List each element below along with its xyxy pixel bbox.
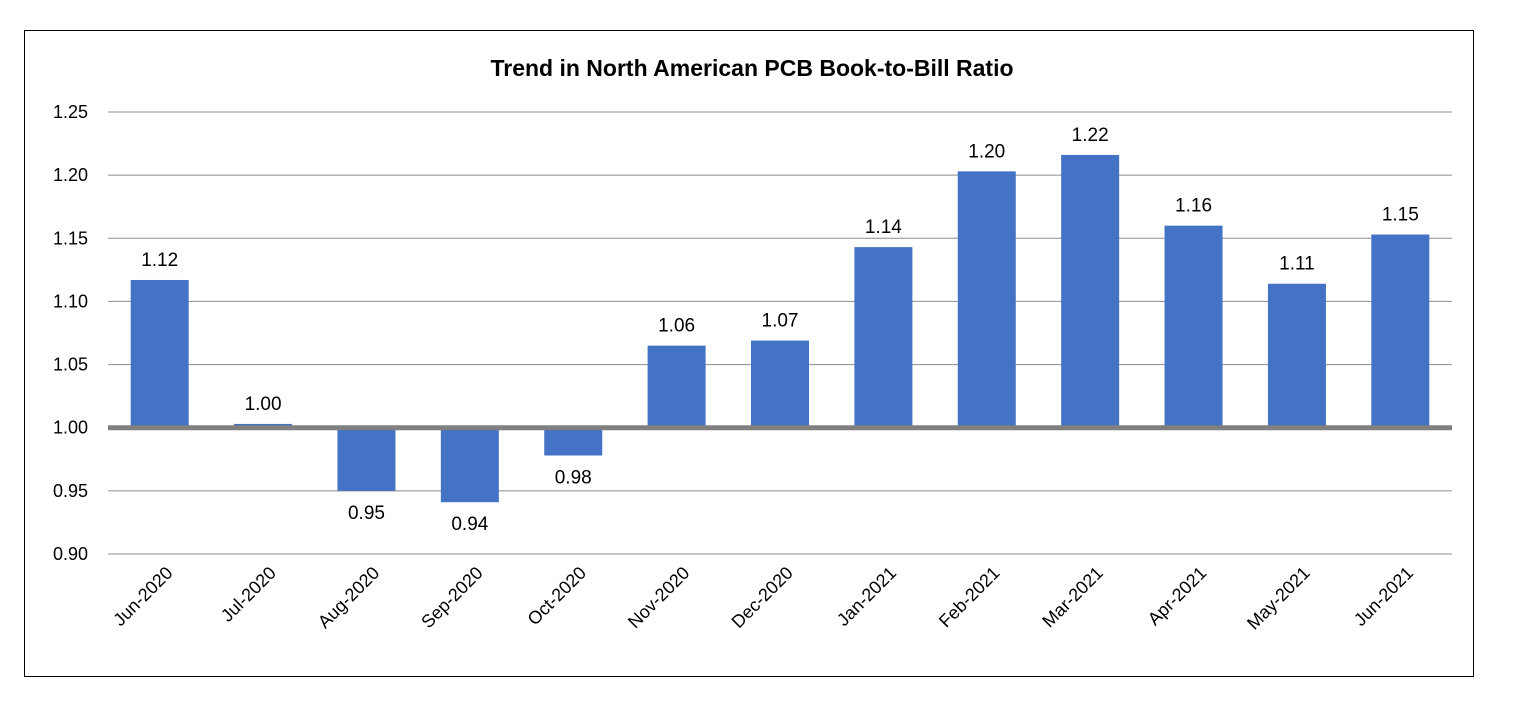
x-tick-label: Jul-2020 — [217, 563, 280, 626]
data-label: 1.12 — [141, 250, 178, 271]
x-axis-tick-labels: Jun-2020 Jul-2020 Aug-2020 Sep-2020 Oct-2020… — [109, 563, 1417, 634]
x-tick-label: Mar-2021 — [1038, 563, 1107, 632]
bar — [1061, 154, 1120, 428]
bar — [440, 427, 499, 503]
chart-title: Trend in North American PCB Book-to-Bill… — [490, 55, 1013, 81]
bar — [1164, 225, 1223, 428]
x-tick-label: Sep-2020 — [417, 563, 486, 632]
y-tick-label: 0.90 — [53, 544, 88, 564]
bar — [1371, 234, 1430, 428]
bar — [751, 340, 809, 428]
data-label: 1.16 — [1175, 196, 1212, 217]
y-tick-label: 1.25 — [53, 102, 88, 122]
data-label: 1.20 — [968, 141, 1005, 162]
y-tick-label: 1.10 — [53, 291, 88, 311]
x-tick-label: May-2021 — [1243, 563, 1314, 634]
x-tick-label: Jun-2021 — [1350, 563, 1417, 630]
data-label: 1.22 — [1072, 125, 1109, 146]
y-tick-label: 1.00 — [53, 418, 88, 438]
data-label: 1.07 — [762, 311, 799, 332]
data-labels: 1.12 1.00 0.95 0.94 0.98 1.06 1.07 1.14 1.20 1.22… — [141, 125, 1419, 535]
y-tick-label: 1.20 — [53, 165, 88, 185]
bar — [544, 427, 603, 456]
bars — [130, 154, 1430, 503]
data-label: 0.98 — [555, 467, 592, 488]
data-label: 0.95 — [348, 503, 385, 524]
bar — [957, 171, 1016, 428]
x-tick-label: Aug-2020 — [314, 563, 383, 632]
data-label: 0.94 — [451, 514, 488, 535]
data-label: 1.06 — [658, 316, 695, 337]
data-label: 1.14 — [865, 217, 902, 238]
chart-frame — [24, 30, 1474, 677]
bar — [337, 427, 396, 491]
bar — [647, 345, 706, 428]
y-tick-label: 1.15 — [53, 228, 88, 248]
y-tick-label: 1.05 — [53, 355, 88, 375]
data-label: 1.11 — [1279, 254, 1315, 275]
bar — [854, 247, 913, 428]
y-tick-label: 0.95 — [53, 481, 88, 501]
y-axis-tick-labels: 0.90 0.95 1.00 1.05 1.10 1.15 1.20 1.25 — [53, 102, 88, 564]
x-tick-label: Feb-2021 — [935, 563, 1004, 632]
x-tick-label: Nov-2020 — [624, 563, 693, 632]
x-tick-label: Dec-2020 — [727, 563, 796, 632]
x-tick-label: Apr-2021 — [1144, 563, 1211, 630]
data-label: 1.15 — [1382, 204, 1419, 225]
bar — [130, 279, 189, 428]
gridlines — [108, 111, 1452, 555]
x-tick-label: Oct-2020 — [524, 563, 591, 630]
x-tick-label: Jan-2021 — [833, 563, 900, 630]
x-tick-label: Jun-2020 — [109, 563, 176, 630]
bar — [1267, 283, 1326, 428]
data-label: 1.00 — [245, 394, 282, 415]
